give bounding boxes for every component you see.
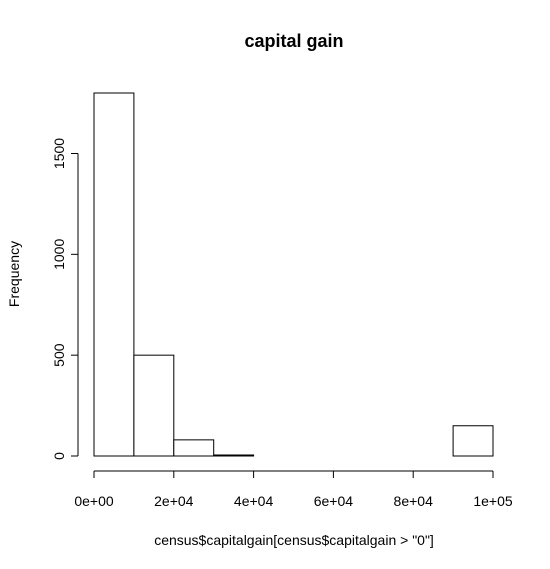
x-tick-label-4: 6e+04 (314, 493, 354, 509)
y-tick-label-4: 1500 (51, 138, 67, 169)
x-tick-label-3: 4e+04 (234, 493, 274, 509)
x-tick-label-2: 2e+04 (154, 493, 194, 509)
y-axis-label: Frequency (6, 241, 22, 307)
y-tick-label-2: 500 (51, 343, 67, 367)
histogram-bar-2 (133, 354, 175, 457)
x-axis: 0e+00 2e+04 4e+04 6e+04 8e+04 1e+05 (74, 470, 513, 509)
y-tick-label-3: 1000 (51, 239, 67, 270)
histogram-bar-1 (93, 92, 135, 457)
x-tick-label-6: 1e+05 (473, 493, 513, 509)
histogram-bar-10 (452, 425, 494, 457)
chart-title: capital gain (244, 31, 343, 51)
y-axis: 0 500 1000 1500 (51, 138, 79, 460)
histogram-bar-4 (213, 454, 255, 457)
x-tick-label-5: 8e+04 (394, 493, 434, 509)
x-axis-label: census$capitalgain[census$capitalgain > … (154, 532, 434, 548)
histogram-bar-3 (173, 439, 215, 457)
y-tick-label-1: 0 (51, 452, 67, 460)
histogram-bars (93, 92, 494, 457)
x-tick-label-1: 0e+00 (74, 493, 114, 509)
